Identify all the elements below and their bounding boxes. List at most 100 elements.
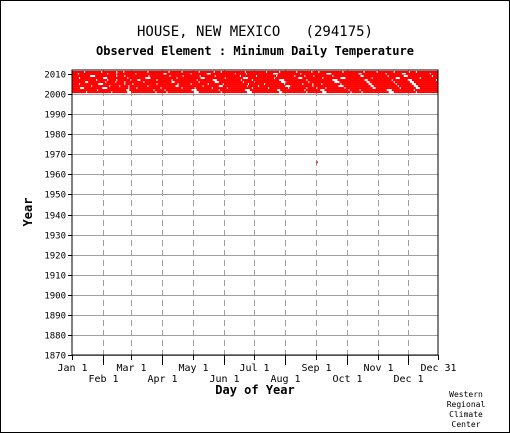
observation-run	[72, 85, 92, 88]
observation-run	[369, 81, 394, 84]
y-tick-label: 1920	[44, 252, 66, 262]
credit-block: Western Regional Climate Center	[436, 390, 496, 430]
data-points	[72, 71, 438, 164]
observation-run	[339, 81, 367, 84]
observation-run	[411, 79, 436, 82]
observation-run	[331, 73, 359, 76]
observation-run	[317, 87, 326, 90]
observation-run	[149, 75, 170, 78]
observation-run	[72, 81, 86, 84]
observation-run	[131, 91, 156, 94]
observation-run	[144, 81, 172, 84]
observation-run	[285, 83, 303, 86]
observation-run	[204, 77, 225, 80]
observation-run	[148, 85, 176, 88]
observation-run	[243, 81, 254, 84]
observation-run	[415, 83, 438, 86]
observation-run	[129, 89, 154, 92]
x-tick-label: Sep 1	[301, 363, 331, 374]
observation-run	[345, 87, 373, 90]
observation-run	[136, 73, 164, 76]
observation-run	[436, 79, 438, 82]
observation-run	[307, 79, 333, 82]
x-tick-label: Jul 1	[239, 363, 269, 374]
x-axis-label: Day of Year	[215, 383, 294, 397]
observation-run	[246, 73, 274, 76]
observation-run	[313, 85, 339, 88]
y-tick-label: 1910	[44, 272, 66, 282]
observation-run	[80, 77, 104, 80]
observation-run	[362, 91, 389, 94]
observation-run	[386, 73, 402, 76]
observation-run	[210, 73, 235, 76]
observation-run	[394, 81, 410, 84]
observation-run	[301, 73, 327, 76]
observation-run	[197, 79, 213, 82]
observation-run	[314, 75, 333, 78]
observation-run	[102, 71, 117, 74]
observation-run	[392, 79, 408, 82]
observation-run	[88, 81, 106, 84]
y-axis-label: Year	[21, 198, 35, 227]
observation-run	[305, 75, 314, 78]
observation-run	[251, 91, 280, 94]
observation-run	[161, 87, 182, 90]
observation-run	[275, 77, 299, 80]
observation-run	[280, 89, 305, 92]
observation-run	[124, 71, 148, 74]
observation-run	[259, 85, 286, 88]
y-tick-label: 1960	[44, 171, 66, 181]
observation-run	[208, 83, 223, 86]
observation-run	[280, 71, 297, 74]
y-axis-ticks: 2010 2000 1990 1980 1970 1960 1950 1940 1930 1920…	[44, 71, 72, 362]
observation-run	[400, 87, 416, 90]
observation-run	[79, 73, 108, 76]
observation-run	[133, 83, 157, 86]
observation-run	[240, 75, 257, 78]
observation-run	[326, 87, 345, 90]
observation-run	[215, 75, 240, 78]
observation-point	[316, 161, 318, 164]
observation-run	[178, 85, 203, 88]
y-tick-label: 1930	[44, 232, 66, 242]
observation-run	[364, 71, 377, 74]
observation-run	[92, 85, 110, 88]
observation-run	[182, 87, 195, 90]
y-tick-label: 1870	[44, 352, 66, 362]
observation-run	[375, 87, 400, 90]
observation-run	[129, 87, 137, 90]
observation-run	[420, 77, 438, 80]
observation-run	[103, 83, 125, 86]
observation-run	[177, 77, 201, 80]
observation-run	[372, 77, 396, 80]
observation-run	[214, 71, 221, 74]
observation-run	[255, 81, 282, 84]
observation-run	[302, 77, 323, 80]
observation-run	[367, 79, 392, 82]
credit-line: Center	[451, 420, 481, 429]
observation-run	[414, 89, 438, 92]
observation-run	[394, 71, 409, 74]
observation-run	[307, 91, 323, 94]
observation-run	[107, 87, 129, 90]
observation-run	[196, 89, 219, 92]
observation-run	[112, 91, 128, 94]
observation-run	[371, 83, 396, 86]
observation-run	[417, 85, 438, 88]
observation-run	[322, 83, 341, 86]
observation-run	[267, 71, 280, 74]
observation-run	[156, 91, 167, 94]
observation-run	[388, 75, 404, 78]
observation-run	[199, 71, 214, 74]
observation-run	[108, 73, 117, 76]
observation-run	[341, 83, 369, 86]
observation-run	[128, 77, 146, 80]
observation-run	[252, 87, 269, 90]
observation-run	[393, 91, 416, 94]
observation-run	[125, 75, 149, 78]
observation-run	[106, 81, 116, 84]
observation-run	[309, 81, 335, 84]
observation-run	[157, 79, 172, 82]
observation-run	[87, 91, 112, 94]
